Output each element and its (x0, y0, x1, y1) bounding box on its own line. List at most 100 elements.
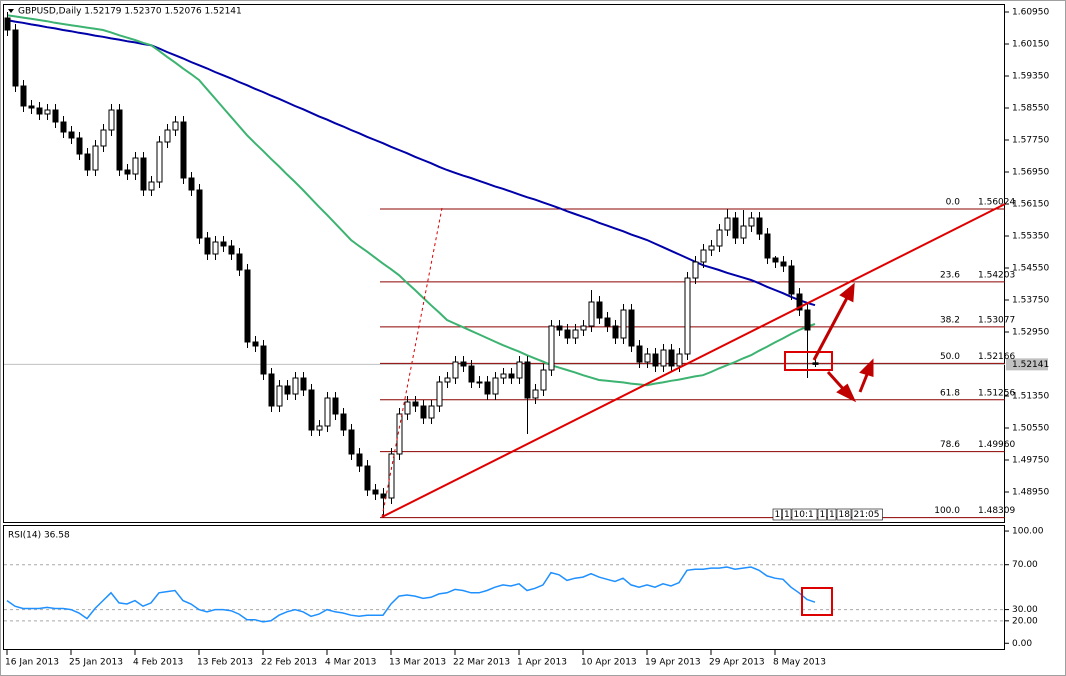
candle-body (100, 129, 107, 147)
candle-body (812, 362, 819, 365)
candle-body (172, 121, 179, 131)
candle-body (772, 257, 779, 263)
y-tick-label: 70.00 (1012, 560, 1038, 570)
candle-body (420, 405, 427, 419)
x-tick-label: 13 Feb 2013 (197, 658, 253, 668)
candle-body (364, 465, 371, 491)
price-pane (3, 4, 1005, 523)
candle-body (484, 381, 491, 395)
candle-body (524, 361, 531, 399)
x-tick-label: 22 Mar 2013 (453, 658, 510, 668)
candle-body (180, 121, 187, 179)
candle-body (84, 153, 91, 171)
timer-box (791, 508, 818, 521)
candle-body (684, 277, 691, 355)
timer-box (836, 508, 852, 521)
candle-body (124, 169, 131, 175)
candle-body (540, 369, 547, 391)
fib-level: 23.6 (940, 270, 960, 280)
rsi-title: RSI(14) 36.58 (8, 531, 70, 541)
candle-body (556, 325, 563, 331)
candle-body (660, 349, 667, 367)
candle-body (44, 109, 51, 115)
fib-price: 1.52166 (978, 352, 1015, 362)
fib-level: 61.8 (940, 388, 960, 398)
candle-body (428, 405, 435, 419)
candle-body (700, 249, 707, 263)
candle-body (444, 377, 451, 383)
candle-body (452, 361, 459, 379)
arrow-head (859, 358, 874, 378)
candle-body (348, 429, 355, 455)
candle-body (508, 373, 515, 379)
fib-level: 38.2 (940, 315, 960, 325)
timer-label: 1 (784, 510, 790, 520)
fib-level: 100.0 (934, 506, 960, 516)
candle-body (668, 349, 675, 367)
timer-box (827, 508, 837, 521)
candle-body (308, 389, 315, 431)
candle-body (340, 413, 347, 431)
candle-body (52, 109, 59, 123)
candle-body (724, 217, 731, 231)
y-tick-label: 1.52950 (1012, 328, 1049, 338)
fib-price: 1.48309 (978, 506, 1015, 516)
candle-body (332, 397, 339, 415)
trend-line (381, 203, 1006, 518)
x-tick-label: 19 Apr 2013 (645, 658, 701, 668)
moving-average (6, 19, 816, 307)
candle-body (620, 309, 627, 339)
candle-body (516, 361, 523, 379)
candle-body (380, 493, 387, 499)
candle-body (388, 453, 395, 499)
timer-label: 21:05 (854, 510, 880, 520)
moving-average (6, 14, 816, 387)
rsi-highlight-box (801, 587, 833, 616)
y-tick-label: 1.49750 (1012, 456, 1049, 466)
y-tick-label: 1.48950 (1012, 488, 1049, 498)
candle-body (748, 217, 755, 227)
x-tick-label: 16 Jan 2013 (5, 658, 59, 668)
candle-body (284, 385, 291, 395)
arrow (858, 371, 870, 393)
candle-body (500, 373, 507, 379)
arrow-head (839, 282, 855, 303)
candle-body (116, 109, 123, 171)
y-tick-label: 1.55350 (1012, 232, 1049, 242)
candle-body (196, 189, 203, 239)
arrow-head (836, 383, 857, 403)
candle-body (764, 233, 771, 259)
candle-body (788, 265, 795, 295)
timer-box (782, 508, 792, 521)
candle-body (68, 131, 75, 139)
candle-body (636, 345, 643, 363)
candle-body (796, 293, 803, 311)
candle-body (260, 345, 267, 375)
candle-body (292, 377, 299, 395)
y-tick-label: 20.00 (1012, 616, 1038, 626)
y-tick-label: 1.54550 (1012, 264, 1049, 274)
candle-body (12, 29, 19, 87)
x-tick-label: 8 May 2013 (773, 658, 826, 668)
y-tick-label: 1.50550 (1012, 424, 1049, 434)
y-tick-label: 1.56150 (1012, 200, 1049, 210)
candle-body (324, 397, 331, 427)
candle-body (740, 225, 747, 239)
candle-body (404, 401, 411, 415)
x-tick-label: 10 Apr 2013 (581, 658, 637, 668)
arrows (812, 282, 874, 403)
candle-body (436, 381, 443, 407)
candle-body (4, 17, 11, 31)
candle-body (756, 217, 763, 235)
candle-body (28, 105, 35, 109)
candle-body (396, 413, 403, 455)
x-tick-label: 4 Feb 2013 (133, 658, 183, 668)
candle-body (228, 245, 235, 255)
timer-label: 1 (829, 510, 835, 520)
y-tick-label: 1.60150 (1012, 40, 1049, 50)
chart-title: GBPUSD,Daily 1.52179 1.52370 1.52076 1.5… (18, 7, 242, 17)
rsi-line (6, 566, 816, 623)
